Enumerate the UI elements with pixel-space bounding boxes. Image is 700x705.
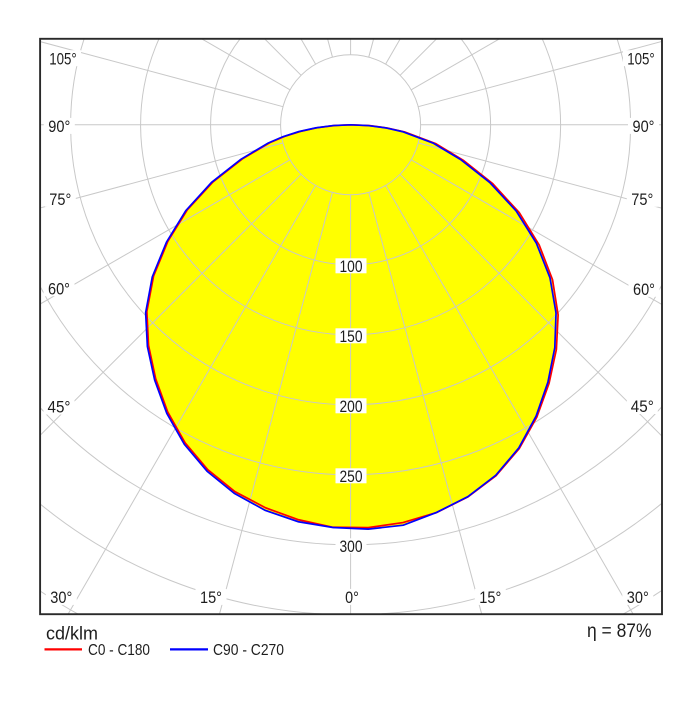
- svg-text:100: 100: [340, 257, 363, 276]
- svg-text:30°: 30°: [627, 588, 649, 607]
- svg-text:η = 87%: η = 87%: [587, 621, 652, 642]
- svg-text:0°: 0°: [345, 588, 359, 607]
- svg-text:150: 150: [340, 327, 363, 346]
- svg-text:C90 - C270: C90 - C270: [213, 642, 284, 659]
- svg-text:60°: 60°: [48, 279, 70, 298]
- svg-text:105°: 105°: [627, 49, 655, 68]
- svg-text:75°: 75°: [49, 190, 71, 209]
- svg-text:90°: 90°: [633, 117, 655, 136]
- svg-text:75°: 75°: [631, 190, 653, 209]
- svg-text:15°: 15°: [200, 588, 222, 607]
- svg-text:45°: 45°: [48, 398, 71, 417]
- svg-text:45°: 45°: [631, 397, 654, 416]
- svg-text:cd/klm: cd/klm: [46, 624, 98, 644]
- svg-text:15°: 15°: [479, 588, 501, 607]
- svg-text:250: 250: [340, 467, 363, 486]
- svg-text:C0 - C180: C0 - C180: [88, 642, 150, 659]
- svg-text:105°: 105°: [49, 49, 77, 68]
- svg-text:90°: 90°: [48, 117, 70, 136]
- svg-text:60°: 60°: [633, 280, 655, 299]
- svg-text:30°: 30°: [50, 588, 72, 607]
- svg-text:200: 200: [340, 397, 363, 416]
- svg-text:300: 300: [340, 537, 363, 556]
